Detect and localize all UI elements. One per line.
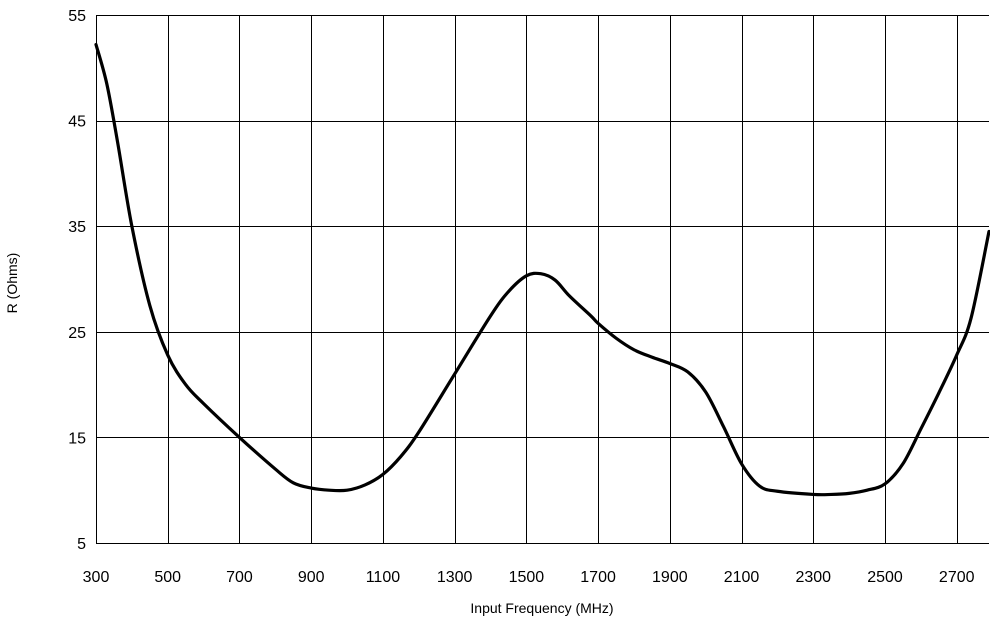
series-line-0 bbox=[94, 42, 990, 497]
x-tick-label: 500 bbox=[154, 569, 181, 586]
x-tick-label: 700 bbox=[226, 569, 253, 586]
x-tick-label: 2100 bbox=[724, 569, 760, 586]
grid-lines bbox=[96, 15, 989, 544]
plot-frame bbox=[96, 15, 989, 544]
x-tick-label: 1300 bbox=[437, 569, 473, 586]
x-tick-label: 1500 bbox=[509, 569, 545, 586]
x-tick-label: 1100 bbox=[366, 569, 401, 586]
x-tick-label: 900 bbox=[298, 569, 325, 586]
x-tick-label: 2700 bbox=[939, 569, 975, 586]
x-axis-title: Input Frequency (MHz) bbox=[470, 600, 613, 616]
x-tick-label: 300 bbox=[83, 569, 110, 586]
series-layer bbox=[94, 42, 990, 497]
y-tick-label: 45 bbox=[68, 114, 86, 131]
y-tick-label: 15 bbox=[68, 430, 86, 447]
x-tick-label: 1700 bbox=[580, 569, 616, 586]
x-tick-label: 1900 bbox=[652, 569, 688, 586]
x-tick-label: 2500 bbox=[867, 569, 903, 586]
y-tick-label: 55 bbox=[68, 8, 86, 25]
y-tick-label: 5 bbox=[77, 536, 86, 553]
x-tick-label: 2300 bbox=[795, 569, 831, 586]
x-axis-tick-labels: 300 500 700 900 1100 1300 1500 1700 1900 2100 2300… bbox=[83, 569, 975, 586]
y-axis-tick-labels: 5 15 25 35 45 55 bbox=[68, 8, 86, 553]
y-tick-label: 25 bbox=[68, 325, 86, 342]
y-axis-title: R (Ohms) bbox=[4, 253, 20, 314]
y-tick-label: 35 bbox=[68, 219, 86, 236]
